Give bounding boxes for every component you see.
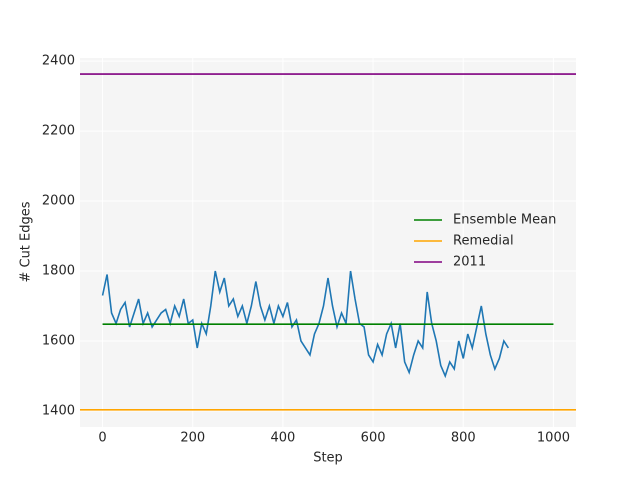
x-tick-label: 200 <box>180 431 205 446</box>
x-axis-label: Step <box>313 451 343 466</box>
y-axis-label: # Cut Edges <box>19 201 34 282</box>
y-tick-label: 1400 <box>42 403 75 418</box>
y-tick-label: 2000 <box>42 194 75 209</box>
x-tick-label: 600 <box>361 431 386 446</box>
y-tick-label: 2200 <box>42 124 75 139</box>
legend-label: Ensemble Mean <box>453 213 556 228</box>
x-tick-label: 800 <box>451 431 476 446</box>
x-tick-label: 400 <box>270 431 295 446</box>
legend-label: 2011 <box>453 255 486 270</box>
y-tick-label: 1600 <box>42 333 75 348</box>
y-tick-label: 1800 <box>42 264 75 279</box>
x-tick-label: 0 <box>98 431 106 446</box>
legend-label: Remedial <box>453 234 514 249</box>
y-tick-label: 2400 <box>42 54 75 69</box>
x-tick-label: 1000 <box>537 431 570 446</box>
